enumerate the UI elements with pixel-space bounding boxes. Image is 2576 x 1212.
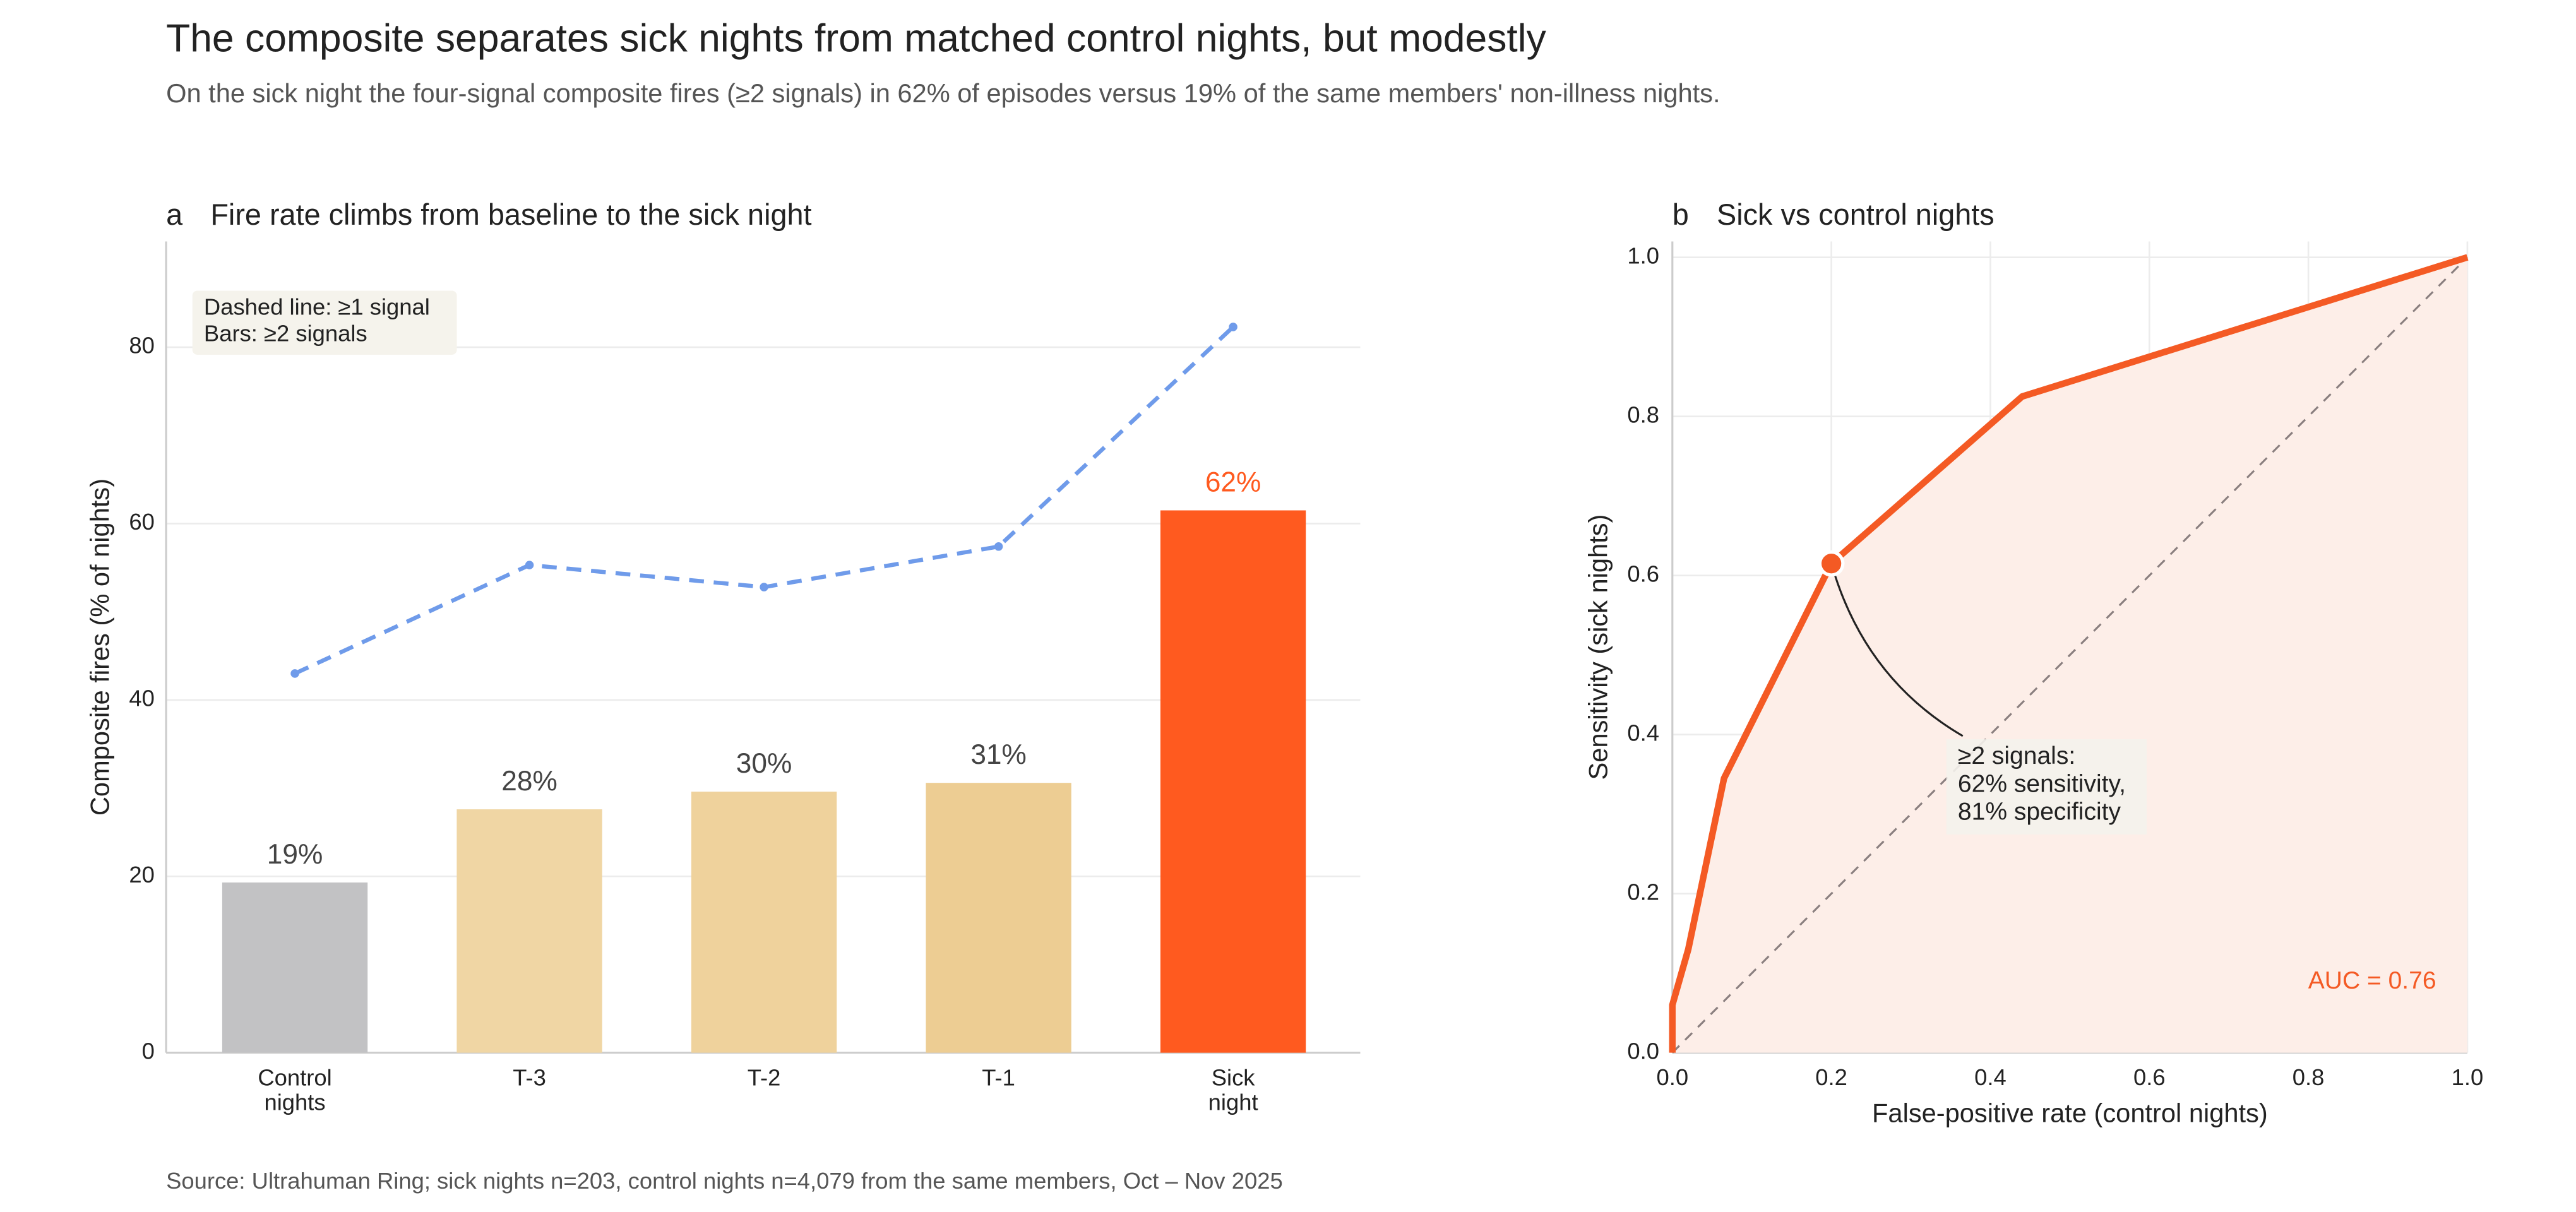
bar-value-label: 30% xyxy=(736,748,792,779)
panel-label: a xyxy=(166,198,183,231)
bar xyxy=(691,792,837,1053)
x-tick-line: T-1 xyxy=(982,1064,1015,1090)
panel-title: Fire rate climbs from baseline to the si… xyxy=(210,198,811,231)
bar-value-label: 28% xyxy=(501,766,558,797)
bar xyxy=(1160,510,1306,1053)
annotation-box xyxy=(1946,739,2147,835)
x-tick-line: T-2 xyxy=(748,1064,781,1090)
bar xyxy=(926,783,1071,1053)
y-tick-label: 80 xyxy=(129,333,155,359)
x-tick-line: Control xyxy=(258,1064,331,1090)
panel-label: b xyxy=(1673,198,1689,231)
y-axis-label: Composite fires (% of nights) xyxy=(85,478,115,816)
x-tick-label: T-2 xyxy=(748,1064,781,1090)
x-tick-label: T-3 xyxy=(513,1064,546,1090)
x-tick-label: 0.2 xyxy=(1815,1064,1847,1090)
page-subtitle: On the sick night the four-signal compos… xyxy=(166,78,1720,108)
source-note: Source: Ultrahuman Ring; sick nights n=2… xyxy=(166,1168,1283,1194)
line-point xyxy=(290,669,299,678)
y-tick-label: 0.8 xyxy=(1627,401,1659,427)
x-tick-label: 1.0 xyxy=(2452,1064,2484,1090)
line-point xyxy=(994,542,1003,551)
annotation-text: 62% sensitivity, xyxy=(1958,770,2126,797)
chance-line xyxy=(1671,256,2469,1054)
annotation-text: Bars: ≥2 signals xyxy=(204,320,367,346)
bar-value-label: 62% xyxy=(1205,467,1261,498)
x-axis-label: False-positive rate (control nights) xyxy=(1872,1098,2268,1128)
x-tick-label: Control nights xyxy=(258,1064,331,1115)
bar xyxy=(222,882,368,1053)
bar-value-label: 19% xyxy=(267,839,323,870)
auc-label: AUC = 0.76 xyxy=(2308,967,2436,994)
bar xyxy=(456,809,602,1053)
y-tick-label: 0.2 xyxy=(1627,879,1659,905)
x-tick-line: Sick xyxy=(1212,1064,1256,1090)
annotation-text: 81% specificity xyxy=(1958,798,2121,825)
line-point xyxy=(1229,323,1237,331)
y-tick-label: 0.6 xyxy=(1627,561,1659,586)
annotation-text: Dashed line: ≥1 signal xyxy=(204,294,430,320)
roc-curve xyxy=(1669,254,2469,1053)
x-tick-label: 0.0 xyxy=(1656,1064,1688,1090)
y-tick-label: 0.0 xyxy=(1627,1038,1659,1064)
x-tick-label: 0.6 xyxy=(2133,1064,2166,1090)
y-axis-label: Sensitivity (sick nights) xyxy=(1583,514,1613,780)
bar-value-label: 31% xyxy=(970,739,1027,770)
line-point xyxy=(525,561,534,569)
annotation-text: ≥2 signals: xyxy=(1958,742,2075,769)
y-tick-label: 20 xyxy=(129,862,155,888)
operating-point xyxy=(1818,550,1845,577)
y-tick-label: 1.0 xyxy=(1627,242,1659,268)
x-tick-label: 0.8 xyxy=(2293,1064,2325,1090)
y-tick-label: 0.4 xyxy=(1627,720,1659,746)
x-tick-line: T-3 xyxy=(513,1064,546,1090)
annotation-connector xyxy=(1830,563,1964,737)
x-tick-label: 0.4 xyxy=(1974,1064,2007,1090)
y-tick-label: 60 xyxy=(129,509,155,535)
annotation-box xyxy=(192,290,457,355)
x-tick-label: T-1 xyxy=(982,1064,1015,1090)
x-tick-line: night xyxy=(1208,1089,1258,1115)
y-tick-label: 0 xyxy=(142,1038,155,1064)
y-tick-label: 40 xyxy=(129,685,155,711)
dashed-line xyxy=(294,325,1235,675)
page-title: The composite separates sick nights from… xyxy=(166,16,1547,61)
x-tick-line: nights xyxy=(264,1089,325,1115)
x-tick-label: Sick night xyxy=(1208,1064,1258,1115)
line-point xyxy=(760,583,768,591)
panel-title: Sick vs control nights xyxy=(1717,198,1995,231)
